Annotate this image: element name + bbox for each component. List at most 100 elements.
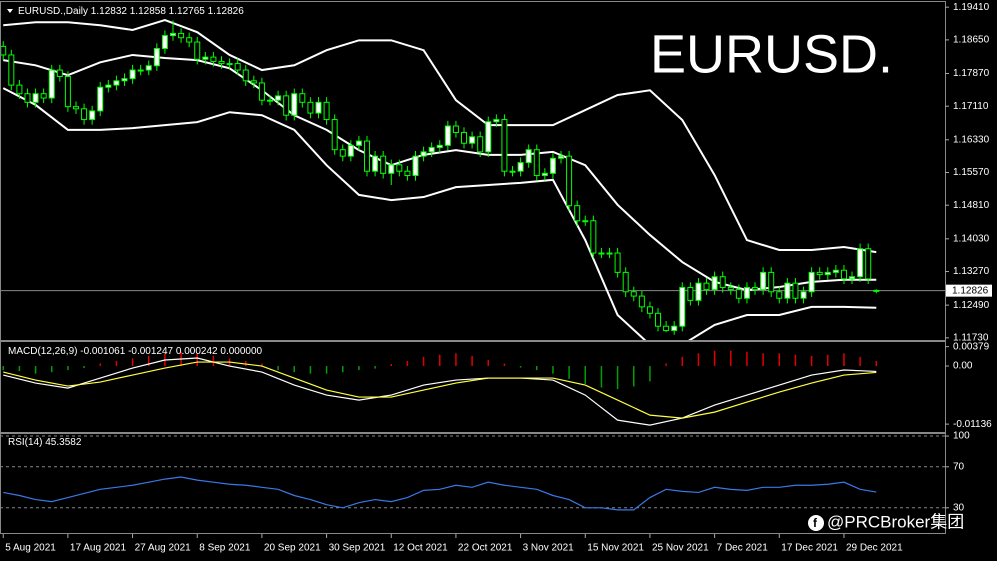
value: 45.3582 (45, 437, 82, 448)
candle-body (218, 60, 225, 65)
macd-bar (681, 356, 684, 367)
candle-body (622, 271, 629, 293)
candle-body (210, 56, 217, 62)
candle-body (48, 69, 55, 99)
x-tick-label: 8 Sep 2021 (199, 543, 251, 554)
y-tick-label: 1.12490 (953, 300, 990, 311)
candle-body (16, 84, 23, 95)
macd-bar (827, 354, 829, 367)
y-tick-label: 1.13270 (953, 266, 990, 277)
rsi-header: RSI(14) 45.3582 (8, 437, 82, 448)
x-tick-label: 7 Dec 2021 (717, 543, 769, 554)
macd-bar (730, 350, 732, 367)
candle-body (299, 93, 306, 103)
candle-body (404, 170, 411, 177)
macd-bar (568, 366, 570, 379)
macd-bar (778, 353, 781, 367)
macd-bar (616, 366, 619, 390)
x-tick-label: 22 Oct 2021 (458, 543, 513, 554)
y-tick-label: 1.14810 (953, 200, 990, 211)
macd-bar (584, 366, 587, 384)
candle-body (436, 144, 443, 149)
candle-body (477, 136, 484, 153)
candle-body (372, 155, 379, 172)
x-tick-label: 3 Nov 2021 (523, 543, 575, 554)
candle-body (267, 99, 273, 102)
close: 1.12826 (208, 6, 245, 17)
candle-body (606, 252, 613, 255)
macd-bar (309, 366, 312, 374)
candle-body (816, 271, 823, 276)
macd-bar (471, 355, 473, 367)
candle-body (743, 286, 750, 299)
candle-body (735, 289, 742, 299)
x-tick-label: 20 Sep 2021 (264, 543, 321, 554)
y-tick-label: 1.11730 (953, 332, 989, 343)
candle-body (857, 248, 864, 278)
y-tick-label: 1.16330 (953, 134, 990, 145)
candle-body (355, 140, 362, 146)
candle-body (169, 32, 176, 37)
macd-header: MACD(12,26,9) -0.001061 -0.001247 0.0002… (8, 346, 263, 357)
candle-body (258, 82, 265, 101)
candle-body (428, 147, 435, 153)
candle-body (784, 282, 791, 299)
candle-body (250, 80, 257, 84)
macd-bar (212, 355, 215, 367)
candle-body (873, 289, 880, 292)
candle-body (347, 144, 354, 157)
macd-bar (115, 360, 118, 367)
candle-body (186, 37, 193, 43)
candle-body (727, 286, 734, 291)
candle-body (323, 101, 330, 121)
x-tick-label: 27 Aug 2021 (135, 543, 192, 554)
candle-body (469, 136, 476, 144)
macd-plot (2, 350, 878, 426)
macd-bar (374, 366, 376, 369)
candle-body (420, 151, 427, 157)
macd-bar (277, 366, 279, 371)
candle-body (129, 69, 136, 80)
candle-body (331, 119, 338, 151)
candle-body (56, 69, 63, 77)
candle-body (242, 69, 249, 82)
candle-body (549, 157, 556, 174)
candle-body (388, 164, 395, 174)
high: 1.12858 (130, 6, 167, 17)
x-tick-label: 29 Dec 2021 (846, 543, 903, 554)
candle-body (582, 220, 589, 223)
candle-body (97, 86, 104, 112)
macd-bar (18, 366, 21, 372)
y-tick-label: 0.00379 (953, 341, 990, 352)
macd-bar (196, 353, 198, 367)
candle-body (364, 140, 371, 172)
candle-body (574, 205, 581, 222)
x-tick-label: 15 Nov 2021 (587, 543, 644, 554)
macd-bar (746, 351, 748, 367)
candle-body (630, 291, 637, 297)
candle-body (533, 149, 540, 177)
macd-bar (406, 360, 409, 367)
candle-body (105, 84, 112, 88)
candle-body (145, 65, 152, 71)
candle-body (161, 35, 168, 50)
rsi-plot (1, 435, 945, 511)
candle-body (81, 108, 88, 121)
candle-body (339, 149, 346, 157)
candle-body (315, 101, 322, 114)
open: 1.12832 (91, 6, 128, 17)
macd-bar (147, 355, 150, 367)
candle-body (760, 271, 767, 291)
candle-body (121, 78, 128, 82)
candle-body (380, 155, 387, 174)
candle-body (679, 286, 686, 327)
macd-bar (697, 353, 700, 367)
macd-bar (358, 366, 360, 371)
macd-bar (552, 366, 554, 374)
candle-body (646, 306, 653, 314)
facebook-f: f (813, 516, 818, 530)
macd-bar (99, 363, 101, 367)
candle-body (541, 172, 548, 177)
candle-body (808, 271, 815, 293)
menu-arrow[interactable] (7, 9, 13, 13)
